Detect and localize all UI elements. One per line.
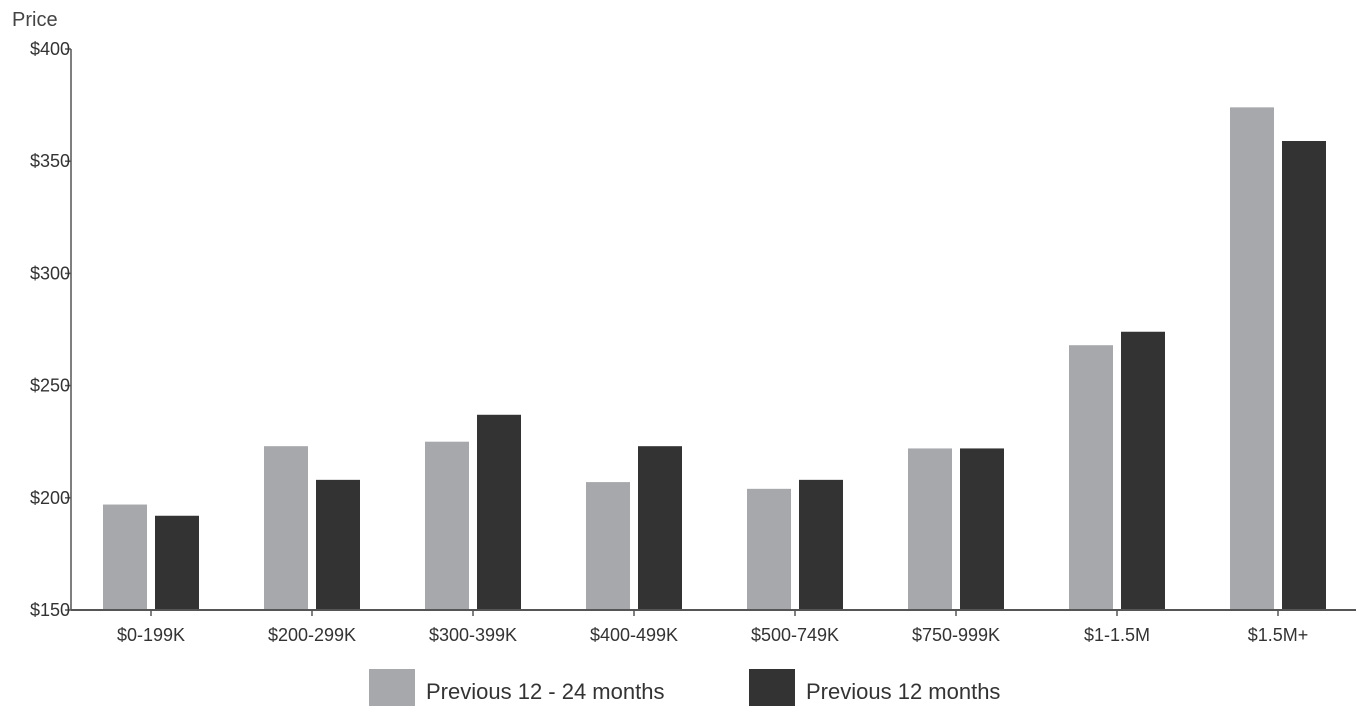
bar-previous-12-24-months [425, 441, 469, 610]
bar-previous-12-24-months [264, 446, 308, 610]
legend-swatch [369, 669, 415, 706]
y-tick-label: $350 [30, 151, 70, 171]
x-tick-label: $0-199K [117, 625, 185, 645]
bar-previous-12-24-months [586, 482, 630, 610]
x-tick-label: $1-1.5M [1084, 625, 1150, 645]
x-axis: $0-199K $200-299K $300-399K $400-499K $500-7… [71, 609, 1356, 645]
y-axis: $150 $200 $250 $300 $350 $400 [30, 39, 72, 620]
bar-previous-12-24-months [1069, 345, 1113, 610]
bar-previous-12-months [638, 446, 682, 610]
y-tick-label: $150 [30, 600, 70, 620]
x-tick-label: $750-999K [912, 625, 1000, 645]
y-tick-label: $250 [30, 376, 70, 396]
legend-label: Previous 12 - 24 months [426, 679, 664, 704]
bar-previous-12-24-months [747, 488, 791, 610]
bar-previous-12-months [316, 479, 360, 610]
x-tick-label: $1.5M+ [1248, 625, 1309, 645]
legend-item: Previous 12 - 24 months [369, 669, 664, 706]
bar-previous-12-months [960, 448, 1004, 610]
legend-item: Previous 12 months [749, 669, 1000, 706]
y-tick-label: $400 [30, 39, 70, 59]
bar-previous-12-months [155, 515, 199, 610]
y-axis-title: Price [12, 9, 58, 31]
bar-previous-12-24-months [103, 504, 147, 610]
x-tick-label: $400-499K [590, 625, 678, 645]
bar-previous-12-months [477, 414, 521, 610]
y-tick-label: $300 [30, 263, 70, 283]
bar-previous-12-24-months [908, 448, 952, 610]
bars [103, 107, 1326, 611]
legend-swatch [749, 669, 795, 706]
bar-previous-12-months [799, 479, 843, 610]
x-tick-label: $300-399K [429, 625, 517, 645]
bar-previous-12-24-months [1230, 107, 1274, 611]
x-tick-label: $200-299K [268, 625, 356, 645]
legend-label: Previous 12 months [806, 679, 1000, 704]
bar-previous-12-months [1121, 331, 1165, 610]
legend: Previous 12 - 24 months Previous 12 month… [369, 669, 1000, 706]
x-tick-label: $500-749K [751, 625, 839, 645]
y-tick-label: $200 [30, 488, 70, 508]
bar-previous-12-months [1282, 141, 1326, 610]
